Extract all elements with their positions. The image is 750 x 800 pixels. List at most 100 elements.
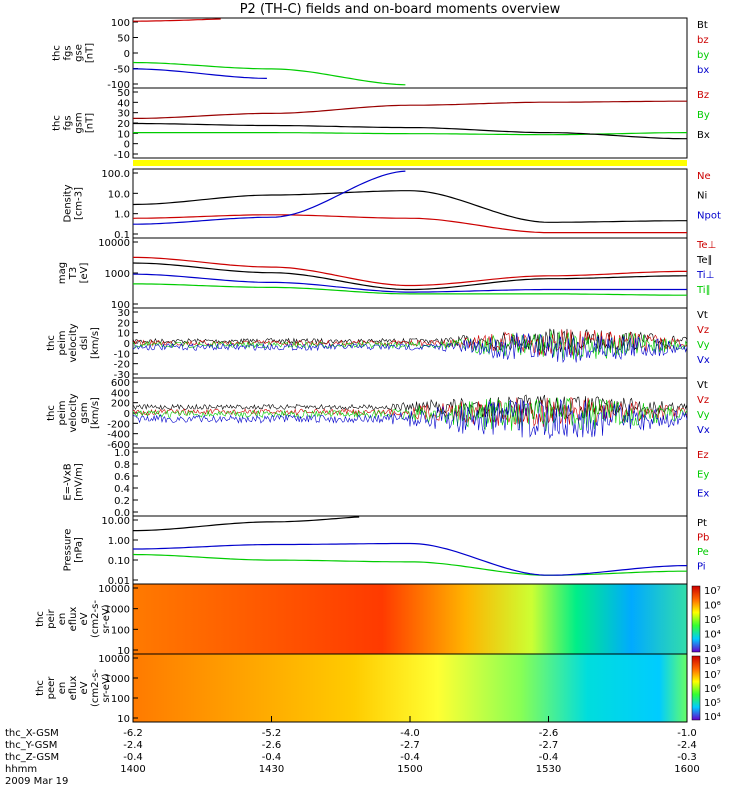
y-tick-label: 1.0 (114, 448, 130, 459)
legend-entry: Pi (697, 562, 706, 573)
y-axis-label-line: eV (79, 681, 90, 694)
y-tick-label: 0.6 (114, 472, 130, 483)
y-tick-label: 10.00 (101, 516, 130, 527)
legend-entry: Vz (697, 325, 709, 336)
legend-entry: Vz (697, 395, 709, 406)
y-axis-label-line: peir (46, 608, 57, 628)
time-axis-value: -2.6 (262, 740, 282, 751)
y-tick-label: -30 (114, 370, 130, 381)
y-tick-label: -600 (107, 440, 130, 451)
y-tick-label: 0 (124, 339, 130, 350)
y-tick-label: 10 (117, 329, 130, 340)
y-axis-label-line: gse (74, 44, 85, 62)
y-tick-label: 100 (111, 694, 130, 705)
y-axis-label-line: (cm2-s- (90, 600, 101, 638)
panel-frame (132, 377, 688, 449)
legend-entry: Pb (697, 533, 709, 544)
time-axis-row-label: thc_Z-GSM (5, 752, 59, 763)
y-axis-label-line: gsm (74, 112, 85, 133)
time-axis-value: -0.4 (262, 752, 282, 763)
time-axis-value: -4.0 (400, 728, 420, 739)
panel-temperature: 10000 1000 100 mag T3 [eV] Te⊥ Te∥ Ti⊥ Ti∥ (57, 237, 716, 311)
y-axis-label-line: fgs (63, 115, 74, 130)
y-tick-label: 20 (117, 119, 130, 130)
y-tick-label: 10 (117, 129, 130, 140)
panel-frame (132, 237, 688, 309)
y-axis-label-line: en (57, 682, 68, 695)
y-axis-label-line: thc (46, 335, 57, 351)
time-axis-row-label: hhmm (5, 764, 37, 775)
y-axis-label-line: [nT] (85, 113, 96, 133)
y-tick-label: 50 (117, 34, 130, 45)
series-by-line (132, 61, 406, 86)
y-tick-label: 20 (117, 318, 130, 329)
y-axis-label-line: gsm (79, 402, 90, 423)
time-axis-value: 1430 (259, 764, 284, 775)
y-axis-label-line: dsl (79, 336, 90, 350)
panel-efield: 1.00.80.60.40.20.0 E=-VxB [mV/m] Ez Ey Ex (63, 447, 709, 519)
y-axis-label-line: sr-eV) (101, 673, 112, 702)
time-axis-row-label: thc_X-GSM (5, 728, 59, 739)
time-axis-value: -2.7 (400, 740, 420, 751)
y-axis-label-line: peim (57, 330, 68, 355)
y-tick-label: 1000 (105, 605, 130, 616)
y-axis-label-line: thc (35, 680, 46, 696)
yellow-flag-bar (133, 160, 687, 166)
legend-entry: bz (697, 35, 709, 46)
y-tick-label: -400 (107, 430, 130, 441)
y-tick-label: 0 (124, 140, 130, 151)
series-Ne-line (132, 214, 687, 234)
y-tick-label: 10 (117, 646, 130, 657)
colorbar-tick-label: 10⁵ (704, 698, 721, 709)
y-tick-label: 10.0 (108, 189, 130, 200)
y-axis-label: mag T3 [eV] (57, 262, 90, 284)
y-axis-label-line: [km/s] (90, 397, 101, 429)
y-tick-label: 1.0 (114, 210, 130, 221)
legend-entry: Pe (697, 547, 709, 558)
legend-entry: Ex (697, 489, 709, 500)
y-tick-label: 1.00 (108, 536, 130, 547)
series-Bz-line (133, 100, 687, 119)
y-tick-label: 100 (111, 625, 130, 636)
spectrogram-image (133, 654, 687, 722)
y-tick-label: -50 (114, 65, 130, 76)
y-axis-label-line: peer (46, 676, 57, 700)
time-axis-value: -2.4 (123, 740, 143, 751)
y-axis-label-line: Pressure (63, 529, 74, 572)
panel-peer: 10⁸ 10⁷ 10⁶ 10⁵ 10⁴ 10000 1000 100 10 thc peer en ef… (35, 653, 721, 725)
y-tick-label: 0.01 (108, 576, 130, 587)
y-tick-label: 400 (111, 388, 130, 399)
legend-entry: Ti⊥ (696, 270, 714, 281)
y-axis-label: thc fgs gse [nT] (52, 43, 96, 63)
time-axis-date: 2009 Mar 19 (5, 776, 68, 787)
legend-entry: Bz (697, 90, 709, 101)
y-tick-label: 600 (111, 378, 130, 389)
series-Pe-line (132, 553, 687, 576)
colorbar-tick-label: 10⁴ (704, 630, 721, 641)
series-Ti-line (133, 283, 687, 296)
panel-peir: 10⁷ 10⁶ 10⁵ 10⁴ 10³ 10000 1000 100 10 thc peir en ef… (35, 583, 721, 657)
series-Te-line (133, 256, 687, 287)
y-axis-label-line: T3 (68, 267, 79, 280)
velocity-gsm-trace (132, 397, 688, 432)
spectrogram-image (133, 584, 687, 654)
y-tick-label: 0.2 (114, 496, 130, 507)
y-tick-label: 1000 (105, 269, 130, 280)
time-axis-value: -6.2 (123, 728, 143, 739)
legend-entry: Npot (697, 210, 721, 221)
series-Pi-line (133, 542, 687, 576)
y-axis-label: Pressure [nPa] (63, 529, 85, 572)
velocity-dsl-trace (132, 330, 688, 360)
y-axis-label-line: sr-eV) (101, 604, 112, 633)
legend-entry: Te∥ (696, 255, 713, 266)
legend-entry: Pt (697, 518, 707, 529)
series-bx-line (133, 68, 267, 79)
colorbar-tick-label: 10⁸ (704, 656, 721, 667)
y-tick-label: 40 (117, 98, 130, 109)
y-axis-label: Density [cm-3] (63, 184, 85, 222)
y-tick-label: 30 (117, 109, 130, 120)
